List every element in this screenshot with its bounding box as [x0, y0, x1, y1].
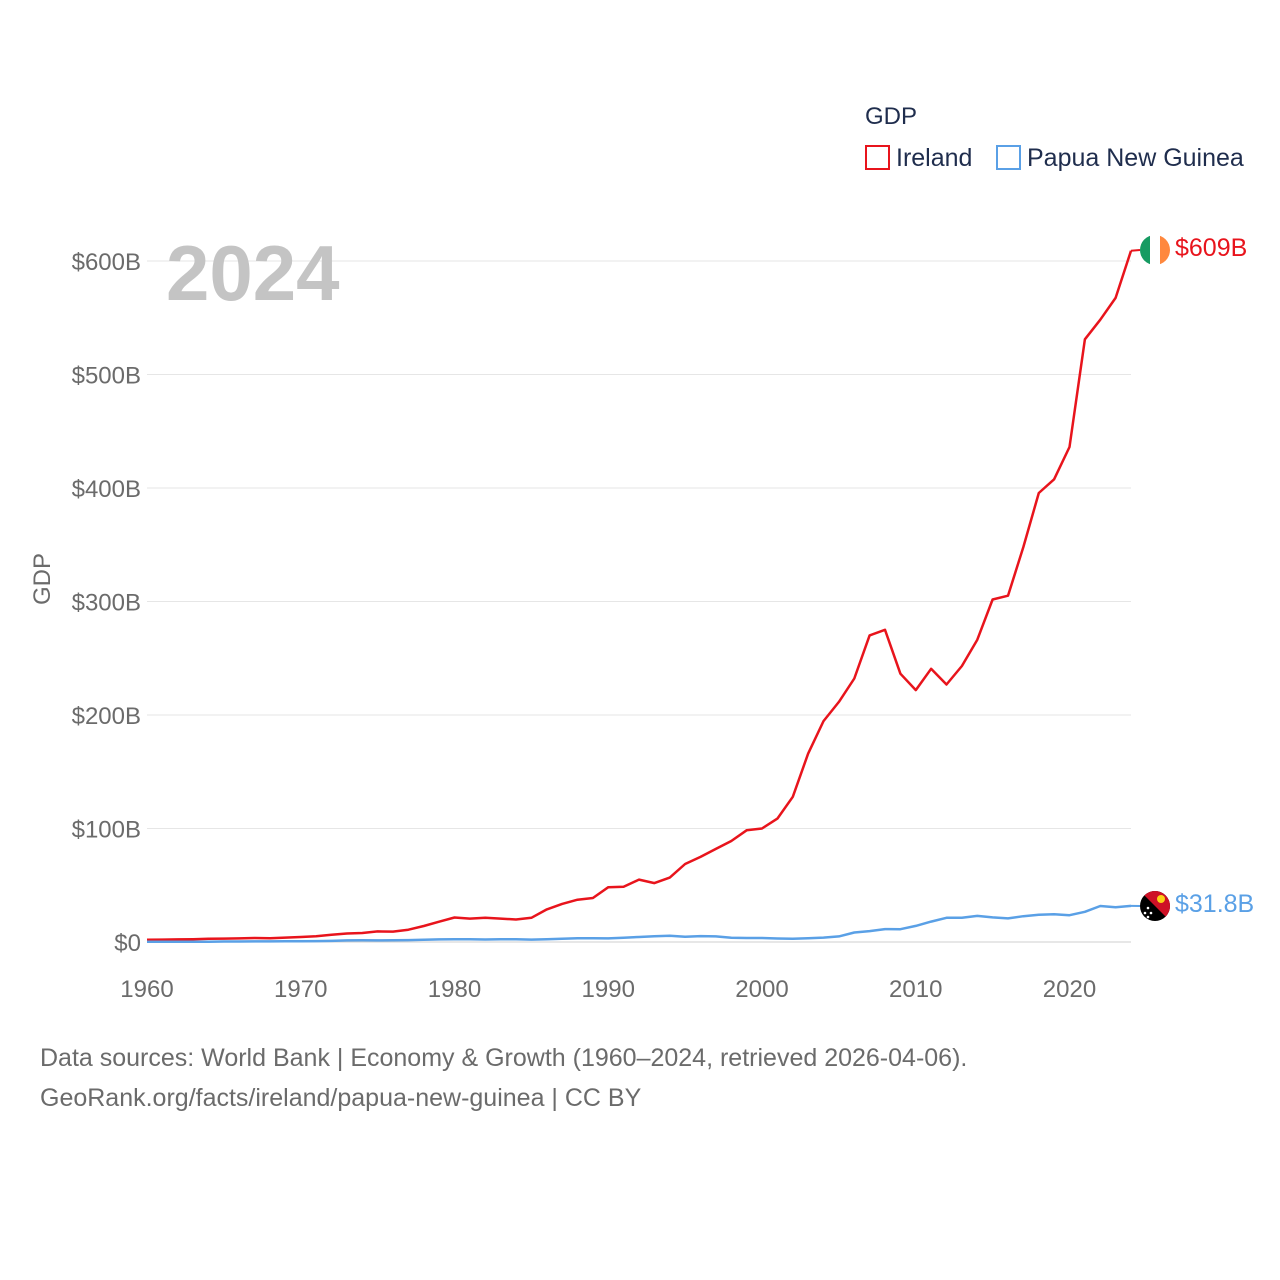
legend-title: GDP [865, 103, 917, 130]
gdp-line-chart: $0 $100B $200B $300B $400B $500B $600B 1960 197… [29, 103, 1254, 1003]
x-tick-label: 1980 [428, 976, 481, 1003]
y-tick-label: $500B [72, 363, 141, 390]
ireland-flag-icon [1140, 235, 1170, 265]
legend-swatch-ireland[interactable] [865, 145, 890, 170]
year-label: 2024 [166, 229, 340, 317]
x-tick-label: 1990 [582, 976, 635, 1003]
legend-label-ireland[interactable]: Ireland [896, 144, 972, 172]
legend: GDP Ireland Papua New Guinea [865, 103, 1244, 172]
x-tick-label: 2010 [889, 976, 942, 1003]
series-line-ireland[interactable] [146, 250, 1133, 942]
y-tick-label: $0 [114, 930, 141, 957]
end-connector [1130, 249, 1141, 252]
source-url: GeoRank.org/facts/ireland/papua-new-guin… [40, 1084, 642, 1112]
y-tick-label: $400B [72, 476, 141, 503]
end-label-papua-new-guinea: $31.8B [1175, 890, 1254, 918]
legend-swatch-papua-new-guinea[interactable] [996, 145, 1021, 170]
y-axis: $0 $100B $200B $300B $400B $500B $600B [72, 249, 141, 957]
y-tick-label: $100B [72, 817, 141, 844]
series-line-papua-new-guinea[interactable] [147, 904, 1132, 944]
series-lines [146, 249, 1141, 944]
y-tick-label: $600B [72, 249, 141, 276]
y-tick-label: $200B [72, 703, 141, 730]
papua-new-guinea-flag-icon [1140, 891, 1170, 921]
data-source-note: Data sources: World Bank | Economy & Gro… [40, 1044, 968, 1072]
legend-label-papua-new-guinea[interactable]: Papua New Guinea [1027, 144, 1244, 172]
x-tick-label: 2000 [735, 976, 788, 1003]
gridlines [147, 260, 1131, 943]
y-tick-label: $300B [72, 590, 141, 617]
x-tick-label: 1970 [274, 976, 327, 1003]
x-axis: 1960 1970 1980 1990 2000 2010 2020 [120, 976, 1096, 1003]
end-label-ireland: $609B [1175, 234, 1247, 262]
x-tick-label: 1960 [120, 976, 173, 1003]
y-axis-label: GDP [29, 553, 56, 605]
x-tick-label: 2020 [1043, 976, 1096, 1003]
